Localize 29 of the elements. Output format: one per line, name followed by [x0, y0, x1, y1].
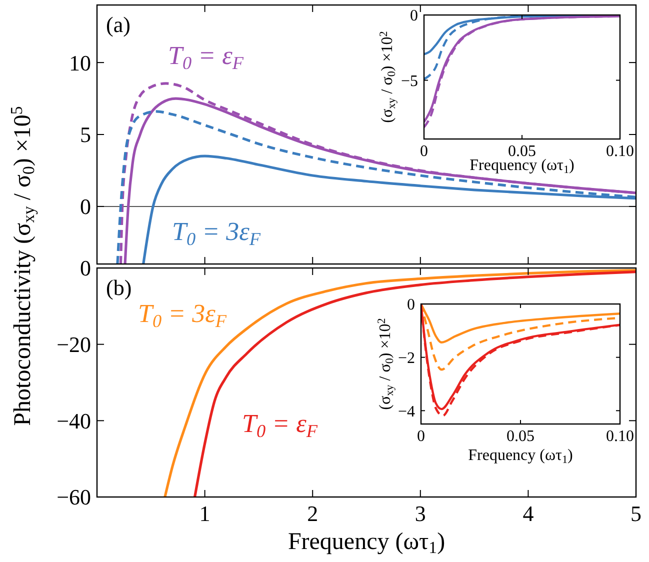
y-tick-label: 0 [80, 194, 91, 220]
y-tick-label: 0 [407, 296, 415, 314]
x-axis-title: Frequency (ωτ$_{1}$) [470, 157, 574, 176]
series-label: T$_{0}$ = 3ε$_{F}$ [138, 299, 228, 330]
x-tick-label: 0.05 [506, 428, 534, 445]
y-tick-label: −20 [56, 332, 91, 358]
y-tick-label: −4 [398, 403, 415, 420]
y-tick-label: −40 [56, 408, 91, 434]
series-label: T$_{0}$ = ε$_{F}$ [242, 409, 318, 440]
x-tick-label: 5 [630, 501, 642, 526]
x-tick-label: 1 [199, 501, 210, 526]
y-tick-label: −60 [56, 484, 91, 510]
annotation: (b) [106, 275, 132, 300]
x-tick-label: 2 [307, 501, 318, 526]
y-tick-label: 10 [69, 50, 91, 76]
series-label: T$_{0}$ = ε$_{F}$ [168, 41, 244, 72]
x-tick-label: 0.10 [606, 143, 634, 160]
y-tick-label: −5 [400, 72, 418, 90]
annotation: (a) [106, 12, 130, 37]
x-tick-label: 0.05 [508, 143, 536, 160]
x-axis-title: Frequency (ωτ$_{1}$) [288, 529, 446, 558]
x-axis-title: Frequency (ωτ$_{1}$) [468, 447, 573, 466]
y-tick-label: −2 [398, 350, 415, 367]
y-tick-label: 0 [80, 256, 91, 281]
x-tick-label: 0.10 [606, 428, 634, 445]
series-label: T$_{0}$ = 3ε$_{F}$ [172, 217, 262, 248]
x-tick-label: 3 [414, 501, 426, 526]
x-tick-label: 4 [522, 501, 534, 526]
y-tick-label: 0 [410, 8, 418, 25]
